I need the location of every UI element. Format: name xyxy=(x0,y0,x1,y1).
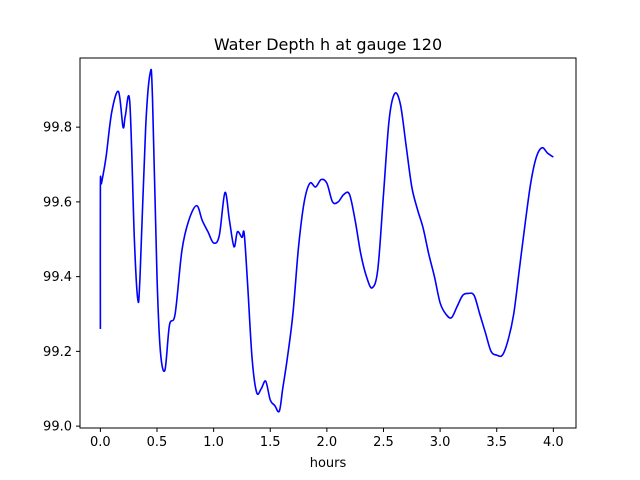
x-tick-label: 4.0 xyxy=(543,435,564,450)
plot-area xyxy=(99,68,554,413)
x-tick-label: 2.5 xyxy=(373,435,394,450)
series-line-0 xyxy=(99,68,554,413)
x-tick-label: 1.0 xyxy=(203,435,224,450)
x-axis-label: hours xyxy=(310,456,347,471)
y-tick-label: 99.8 xyxy=(43,121,72,136)
y-tick-label: 99.0 xyxy=(43,420,72,435)
x-tick-label: 3.5 xyxy=(486,435,507,450)
chart-title: Water Depth h at gauge 120 xyxy=(214,35,442,54)
y-tick-label: 99.4 xyxy=(43,270,72,285)
y-axis: 99.0 99.2 99.4 99.6 99.8 xyxy=(43,121,80,435)
x-tick-label: 0.5 xyxy=(147,435,168,450)
x-axis: 0.0 0.5 1.0 1.5 2.0 2.5 3.0 3.5 4.0 xyxy=(90,428,564,450)
y-tick-label: 99.2 xyxy=(43,345,72,360)
x-tick-label: 0.0 xyxy=(90,435,111,450)
x-tick-label: 1.5 xyxy=(260,435,281,450)
x-tick-label: 2.0 xyxy=(317,435,338,450)
y-tick-label: 99.6 xyxy=(43,195,72,210)
axes-frame xyxy=(79,57,577,429)
x-tick-label: 3.0 xyxy=(430,435,451,450)
